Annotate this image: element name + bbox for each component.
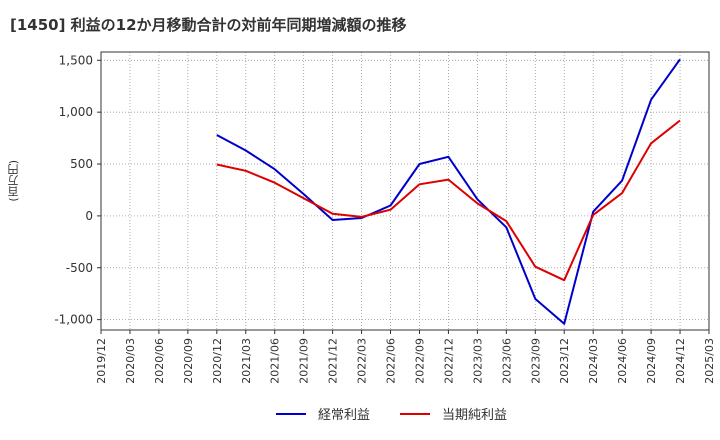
y-tick-label: -1,000 [54,313,93,327]
x-tick-label: 2023/12 [558,338,571,384]
y-tick-layer: -1,000 -500 0 500 1,000 1,500 [54,53,101,327]
y-tick-label: 0 [85,209,93,223]
x-tick-label: 2024/06 [616,338,629,384]
x-tick-label: 2024/03 [587,338,600,384]
series-line-1 [216,119,681,282]
grid-layer [101,52,709,330]
legend-item-ordinary-profit: 経常利益 [276,404,370,423]
legend: 経常利益 当期純利益 [276,404,537,423]
legend-item-net-income: 当期純利益 [400,404,507,423]
legend-label-ordinary-profit: 経常利益 [318,408,371,423]
x-tick-label: 2021/12 [327,338,340,384]
x-tick-label: 2022/03 [356,338,369,384]
x-tick-label: 2022/12 [442,338,455,384]
series-line-0 [216,58,681,325]
legend-swatch-net-income [400,412,431,415]
y-tick-label: -500 [66,261,93,275]
x-tick-label: 2022/06 [385,338,398,384]
y-tick-label: 500 [70,157,93,171]
x-tick-label: 2020/12 [211,338,224,384]
legend-swatch-ordinary-profit [276,412,306,415]
x-tick-label: 2022/09 [413,338,426,384]
x-tick-layer: 2019/12 2020/03 2020/06 2020/09 2020/12 2021/… [95,330,716,384]
x-tick-label: 2024/09 [645,338,658,384]
x-tick-label: 2021/06 [269,338,282,384]
x-tick-label: 2020/03 [124,338,137,384]
x-tick-label: 2020/09 [182,338,195,384]
x-tick-label: 2024/12 [674,338,687,384]
x-tick-label: 2023/03 [471,338,484,384]
x-tick-label: 2020/06 [153,338,166,384]
x-tick-label: 2019/12 [95,338,108,384]
x-tick-label: 2021/03 [240,338,253,384]
series-layer [216,58,681,325]
y-tick-label: 1,500 [59,53,93,67]
y-tick-label: 1,000 [59,105,93,119]
x-tick-label: 2021/09 [298,338,311,384]
x-tick-label: 2023/06 [500,338,513,384]
x-tick-label: 2025/03 [703,338,716,384]
plot-frame [100,51,710,331]
chart-title: [1450] 利益の12か月移動合計の対前年同期増減額の推移 [10,16,407,34]
legend-label-net-income: 当期純利益 [442,408,508,423]
x-tick-label: 2023/09 [529,338,542,384]
